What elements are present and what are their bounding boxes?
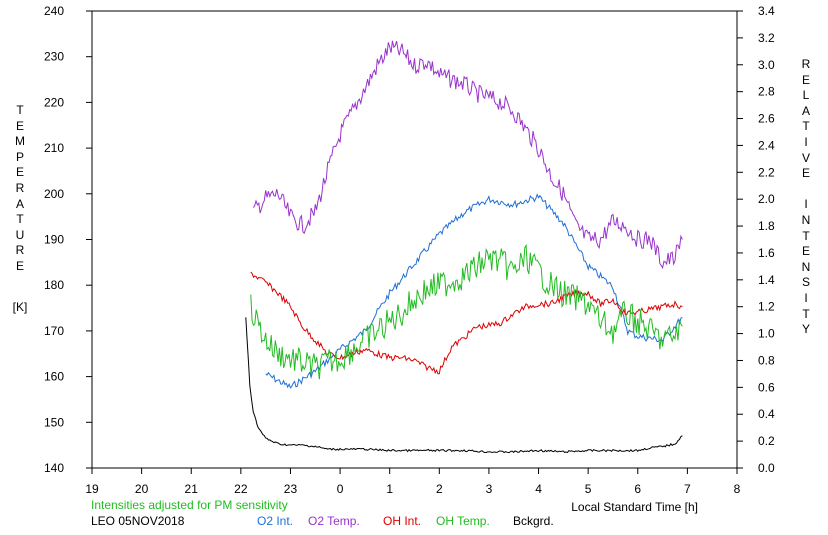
x-tick-label: 4 xyxy=(535,482,542,496)
left-axis-unit: [K] xyxy=(12,300,28,314)
x-tick-label: 23 xyxy=(284,482,298,496)
x-tick-label: 20 xyxy=(135,482,149,496)
right-tick-label: 0.6 xyxy=(758,380,775,394)
right-tick-label: 3.2 xyxy=(758,31,775,45)
right-tick-label: 2.6 xyxy=(758,112,775,126)
right-tick-label: 2.8 xyxy=(758,85,775,99)
series-line-oh-int xyxy=(250,271,683,375)
legend-item: Bckgrd. xyxy=(513,514,554,528)
left-tick-label: 180 xyxy=(44,278,64,292)
x-tick-label: 3 xyxy=(486,482,493,496)
x-tick-label: 1 xyxy=(386,482,393,496)
series-line-o2-temp xyxy=(252,40,683,270)
x-tick-label: 2 xyxy=(436,482,443,496)
right-tick-label: 1.0 xyxy=(758,327,775,341)
left-tick-label: 210 xyxy=(44,141,64,155)
left-tick-label: 150 xyxy=(44,415,64,429)
right-tick-label: 0.0 xyxy=(758,461,775,475)
x-tick-label: 22 xyxy=(234,482,248,496)
x-axis-label: Local Standard Time [h] xyxy=(571,500,698,514)
series-line-bckgrd xyxy=(245,317,683,454)
right-tick-label: 1.8 xyxy=(758,219,775,233)
left-tick-label: 220 xyxy=(44,95,64,109)
left-tick-label: 160 xyxy=(44,370,64,384)
left-tick-label: 140 xyxy=(44,461,64,475)
x-tick-label: 19 xyxy=(85,482,99,496)
legend-item: O2 Int. xyxy=(257,514,294,528)
x-tick-label: 7 xyxy=(684,482,691,496)
x-tick-label: 6 xyxy=(634,482,641,496)
right-axis-ticks: 0.0 0.2 0.4 0.6 0.8 1.0 1.2 1.4 1.6 1.8 2.0 2.2 2.4 2… xyxy=(737,4,775,475)
right-tick-label: 2.4 xyxy=(758,138,775,152)
x-tick-label: 8 xyxy=(734,482,741,496)
right-tick-label: 2.2 xyxy=(758,165,775,179)
right-tick-label: 0.8 xyxy=(758,353,775,367)
left-tick-label: 230 xyxy=(44,50,64,64)
left-tick-label: 240 xyxy=(44,4,64,18)
x-tick-label: 21 xyxy=(185,482,199,496)
legend-item: OH Int. xyxy=(383,514,422,528)
series-group xyxy=(245,40,683,454)
right-tick-label: 1.4 xyxy=(758,273,775,287)
right-tick-label: 0.4 xyxy=(758,407,775,421)
series-line-o2-int xyxy=(265,193,683,389)
legend-item: OH Temp. xyxy=(436,514,490,528)
left-tick-label: 190 xyxy=(44,233,64,247)
x-tick-label: 5 xyxy=(585,482,592,496)
left-tick-label: 200 xyxy=(44,187,64,201)
right-tick-label: 3.4 xyxy=(758,4,775,18)
station-date: LEO 05NOV2018 xyxy=(91,514,185,528)
right-tick-label: 0.2 xyxy=(758,434,775,448)
series-line-oh-temp xyxy=(250,243,683,380)
right-tick-label: 2.0 xyxy=(758,192,775,206)
x-axis-ticks: 19 20 21 22 23 0 1 2 3 4 5 6 7 8 xyxy=(85,468,741,496)
legend-item: O2 Temp. xyxy=(308,514,360,528)
left-tick-label: 170 xyxy=(44,324,64,338)
x-tick-label: 0 xyxy=(337,482,344,496)
left-axis-ticks: 140 150 160 170 180 190 200 210 220 230 240 xyxy=(44,4,92,475)
right-tick-label: 1.2 xyxy=(758,300,775,314)
right-tick-label: 1.6 xyxy=(758,246,775,260)
adjustment-note: Intensities adjusted for PM sensitivity xyxy=(91,498,288,512)
right-tick-label: 3.0 xyxy=(758,58,775,72)
